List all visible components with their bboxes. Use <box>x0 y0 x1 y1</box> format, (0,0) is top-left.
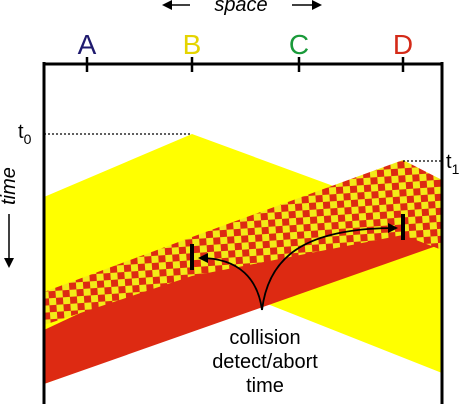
t0-base: t <box>18 121 24 143</box>
annotation-line-1: collision <box>229 327 300 349</box>
annotation-line-2: detect/abort <box>212 351 318 373</box>
node-c-label: C <box>289 29 309 60</box>
annotation-line-3: time <box>246 375 284 397</box>
checkered-band <box>44 160 442 325</box>
time-label: time <box>0 167 20 205</box>
t1-subscript: 1 <box>452 161 460 177</box>
annotation-arrow-to-b <box>198 253 263 311</box>
t0-label: t0 <box>18 121 32 147</box>
node-a-label: A <box>78 29 97 60</box>
t1-base: t <box>446 151 452 173</box>
node-d-label: D <box>393 29 413 60</box>
space-label: space <box>214 0 267 16</box>
t0-subscript: 0 <box>24 131 32 147</box>
t1-label: t1 <box>446 151 460 177</box>
node-b-label: B <box>183 29 202 60</box>
annotation-arrow-to-d <box>261 223 398 311</box>
